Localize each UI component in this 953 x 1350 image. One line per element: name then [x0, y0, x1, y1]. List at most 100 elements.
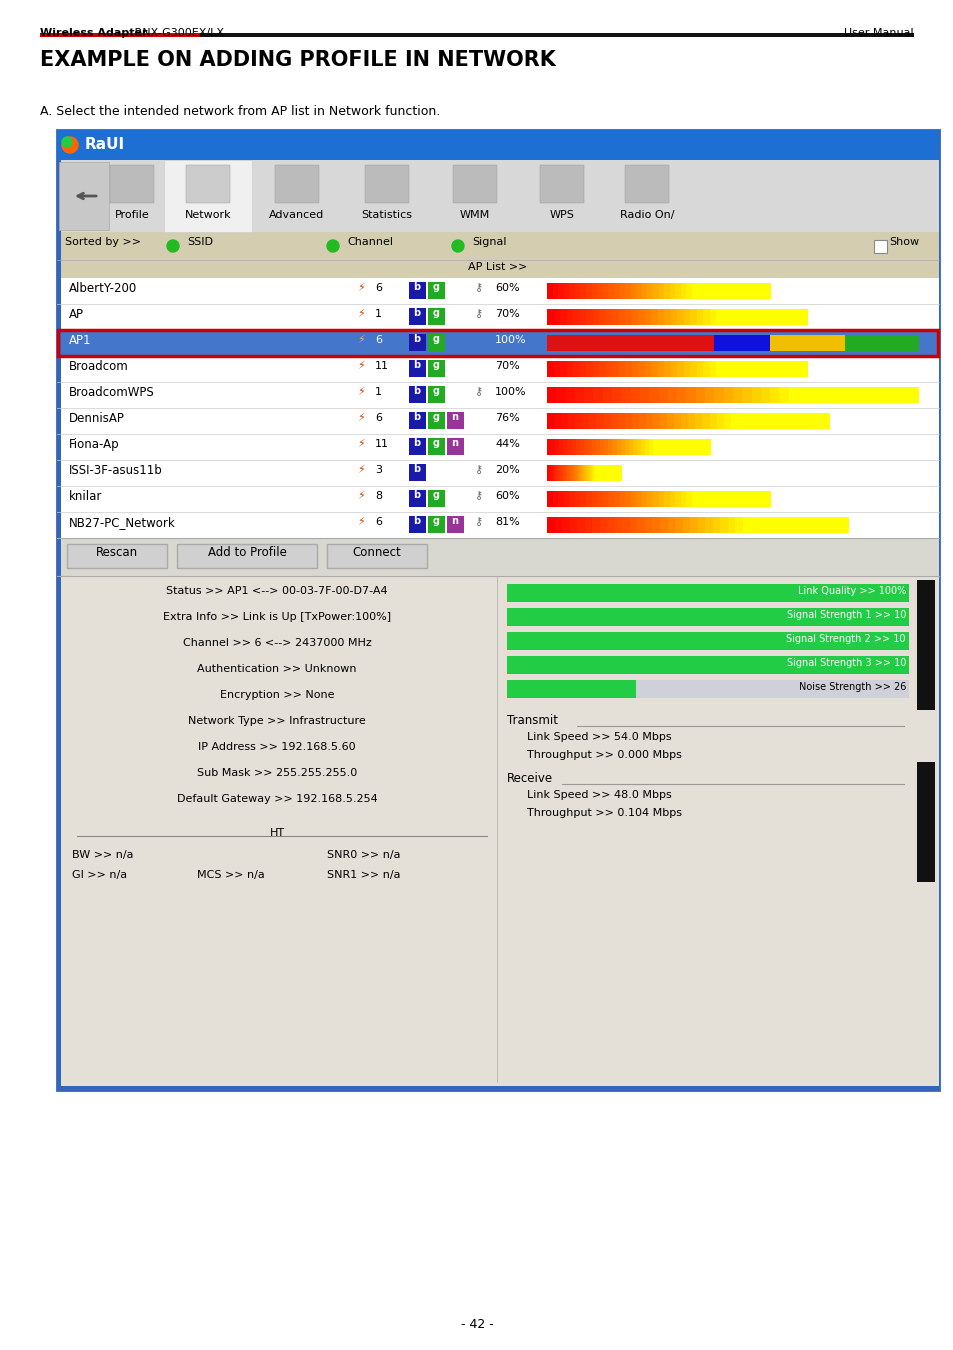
Bar [591, 464, 594, 481]
Bar [563, 491, 569, 508]
Bar [714, 335, 769, 351]
Text: Add to Profile: Add to Profile [208, 545, 286, 559]
Bar [554, 517, 562, 533]
Text: SNR1 >> n/a: SNR1 >> n/a [327, 869, 400, 880]
Bar [583, 439, 588, 455]
Bar [695, 413, 702, 429]
Bar [569, 517, 577, 533]
Bar [57, 1085, 938, 1089]
Bar [686, 491, 692, 508]
Bar [593, 464, 596, 481]
Bar [428, 282, 444, 298]
Bar [680, 491, 686, 508]
Bar [644, 439, 649, 455]
Bar [741, 387, 751, 404]
Bar [428, 437, 444, 455]
Bar [649, 387, 659, 404]
Bar [697, 284, 703, 298]
Text: WPS: WPS [549, 211, 574, 220]
Bar [595, 464, 598, 481]
Bar [761, 309, 768, 325]
Bar [597, 284, 602, 298]
Bar [635, 680, 908, 698]
Text: b: b [413, 516, 420, 526]
Bar [716, 309, 722, 325]
Bar [816, 387, 825, 404]
Bar [708, 491, 714, 508]
Bar [714, 284, 720, 298]
Text: Noise Strength >> 26: Noise Strength >> 26 [798, 682, 905, 693]
Bar [428, 360, 444, 377]
Bar [641, 284, 647, 298]
Bar [651, 309, 658, 325]
Bar [506, 680, 635, 698]
Bar [577, 464, 578, 481]
Bar [579, 464, 582, 481]
Bar [58, 329, 937, 356]
Bar [602, 387, 612, 404]
Bar [686, 284, 692, 298]
Bar [409, 386, 426, 404]
Bar [57, 408, 938, 433]
Bar [787, 517, 795, 533]
Bar [832, 517, 841, 533]
Bar [723, 387, 733, 404]
Bar [702, 491, 709, 508]
Bar [57, 433, 938, 460]
Bar [659, 413, 667, 429]
Bar [546, 335, 714, 351]
Bar [620, 387, 631, 404]
Bar [704, 517, 713, 533]
Bar [909, 387, 919, 404]
Bar [617, 464, 619, 481]
Bar [558, 464, 560, 481]
Bar [677, 360, 683, 377]
Text: Network Type >> Infrastructure: Network Type >> Infrastructure [188, 716, 366, 726]
Bar [675, 284, 680, 298]
Bar [558, 284, 563, 298]
Bar [706, 439, 710, 455]
Bar [575, 491, 580, 508]
Bar [608, 464, 610, 481]
Bar [186, 165, 230, 202]
Bar [701, 413, 709, 429]
Bar [506, 585, 908, 602]
Text: NB27-PC_Network: NB27-PC_Network [69, 516, 175, 529]
Bar [548, 464, 551, 481]
Bar [704, 387, 714, 404]
Bar [862, 387, 872, 404]
Text: Rescan: Rescan [96, 545, 138, 559]
Bar [546, 491, 553, 508]
Text: HT: HT [269, 828, 284, 838]
Bar [573, 309, 579, 325]
Text: ⚷: ⚷ [475, 491, 482, 501]
Bar [678, 439, 681, 455]
Bar [575, 439, 579, 455]
Bar [767, 309, 775, 325]
Text: Radio On/: Radio On/ [619, 211, 674, 220]
Bar [605, 309, 612, 325]
Bar [853, 387, 862, 404]
Bar [669, 439, 674, 455]
Bar [585, 284, 592, 298]
Bar [794, 309, 801, 325]
Bar [409, 308, 426, 325]
Bar [597, 491, 602, 508]
Bar [546, 413, 554, 429]
Bar [675, 491, 680, 508]
Text: g: g [432, 282, 439, 292]
Bar [581, 464, 584, 481]
Bar [616, 464, 618, 481]
Bar [604, 464, 606, 481]
Text: - 42 -: - 42 - [460, 1318, 493, 1331]
Bar [674, 413, 681, 429]
Bar [409, 437, 426, 455]
Bar [747, 284, 753, 298]
Bar [274, 165, 318, 202]
Bar [759, 491, 764, 508]
Bar [57, 304, 938, 329]
Bar [629, 517, 638, 533]
Bar [801, 413, 808, 429]
Text: g: g [432, 516, 439, 526]
Text: g: g [432, 386, 439, 396]
